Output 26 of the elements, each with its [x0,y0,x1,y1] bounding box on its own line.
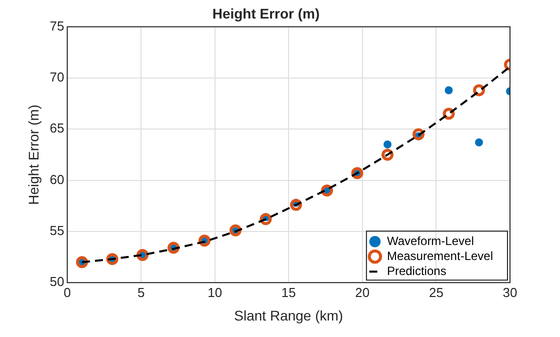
x-tick-label: 5 [137,284,145,300]
x-tick-label: 30 [502,284,518,300]
chart-title: Height Error (m) [212,5,320,22]
legend-label: Predictions [386,264,446,278]
x-tick-label: 15 [281,284,296,300]
point [290,198,302,211]
x-tick-label: 0 [64,284,71,300]
y-axis-title: Height Error (m) [25,104,42,205]
x-tick-label: 10 [208,284,222,300]
legend-label: Waveform-Level [386,234,474,248]
y-tick-label: 55 [50,223,64,238]
legend-label: Measurement-Level [386,248,494,263]
x-axis-title: Slant Range (km) [234,307,344,324]
y-tick-label: 60 [50,172,64,187]
y-tick-label: 50 [50,274,64,290]
point [412,128,424,140]
point [384,140,392,148]
y-tick-label: 70 [50,70,64,85]
point [444,86,453,94]
y-tick-label: 65 [50,120,64,136]
point [260,213,272,226]
x-tick-label: 25 [428,284,444,300]
y-tick-label: 75 [50,18,64,34]
point [475,138,484,146]
x-tick-label: 20 [355,284,370,300]
point [382,148,394,161]
